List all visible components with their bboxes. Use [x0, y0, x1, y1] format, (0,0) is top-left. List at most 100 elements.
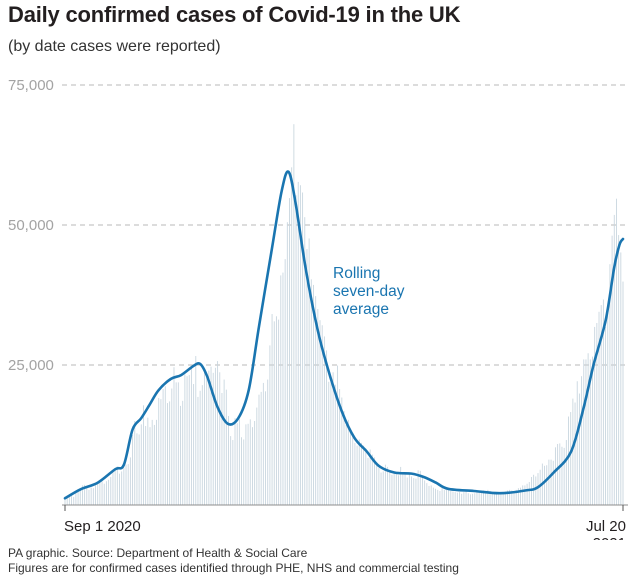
daily-bar — [147, 417, 149, 505]
daily-bar — [559, 443, 561, 505]
daily-bar — [600, 305, 602, 505]
daily-bar — [406, 477, 408, 505]
daily-bar — [360, 442, 362, 505]
daily-bar — [149, 427, 151, 505]
daily-bar — [258, 394, 260, 505]
daily-bar — [169, 401, 171, 505]
daily-bar — [347, 419, 349, 505]
daily-bar — [443, 489, 445, 505]
daily-bar — [565, 440, 567, 505]
daily-bar — [262, 382, 264, 505]
daily-bar — [463, 492, 465, 505]
daily-bar — [204, 370, 205, 505]
daily-bar — [587, 353, 589, 505]
daily-bar — [622, 281, 624, 505]
daily-bar — [605, 326, 607, 505]
daily-bar — [71, 496, 72, 505]
daily-bar — [114, 469, 116, 505]
daily-bar — [550, 459, 552, 505]
daily-cases-bars — [64, 124, 624, 506]
daily-bar — [581, 376, 583, 505]
daily-bar — [243, 439, 245, 505]
daily-bar — [598, 311, 600, 505]
daily-bar — [498, 492, 500, 505]
daily-bar — [116, 466, 118, 505]
y-tick-label: 50,000 — [8, 217, 54, 234]
y-tick-label: 25,000 — [8, 357, 54, 374]
daily-bar — [297, 181, 299, 505]
daily-bar — [343, 410, 345, 505]
daily-bar — [173, 367, 175, 505]
daily-bar — [210, 366, 212, 505]
daily-bar — [334, 384, 336, 505]
daily-bar — [371, 454, 373, 505]
daily-bar — [236, 423, 238, 505]
daily-bar — [275, 316, 277, 505]
daily-bar — [596, 323, 598, 505]
daily-bar — [428, 485, 430, 505]
daily-bar — [489, 491, 491, 505]
daily-bar — [378, 468, 380, 505]
daily-bar — [136, 433, 138, 505]
daily-bar — [156, 419, 157, 505]
daily-bar — [531, 477, 532, 505]
daily-bar — [594, 326, 596, 505]
daily-bar — [295, 195, 297, 505]
daily-bar — [223, 379, 225, 505]
daily-bar — [585, 359, 587, 505]
daily-bar — [101, 481, 103, 505]
daily-bar — [328, 381, 330, 505]
daily-bar — [515, 489, 517, 505]
daily-bar — [188, 375, 190, 505]
daily-bar — [310, 279, 312, 505]
daily-bar — [539, 469, 541, 505]
daily-bar — [162, 389, 164, 505]
daily-bar — [478, 491, 480, 505]
daily-bar — [422, 475, 423, 505]
daily-bar — [395, 474, 397, 505]
daily-bar — [332, 372, 334, 505]
daily-bar — [456, 492, 458, 505]
daily-bar — [337, 365, 338, 505]
daily-bar — [247, 423, 249, 505]
daily-bar — [119, 473, 120, 505]
daily-bar — [509, 489, 511, 505]
daily-bar — [387, 466, 389, 505]
chart-subtitle: (by date cases were reported) — [8, 38, 221, 55]
gridlines — [62, 84, 628, 366]
daily-bar — [79, 488, 81, 505]
daily-bar — [206, 376, 208, 505]
daily-bar — [454, 492, 456, 505]
daily-bar — [576, 381, 578, 505]
daily-bar — [75, 491, 77, 505]
daily-bar — [398, 475, 399, 505]
daily-bar — [208, 370, 210, 505]
daily-bar — [526, 483, 528, 505]
daily-bar — [602, 299, 604, 505]
daily-bar — [517, 488, 519, 505]
daily-bar — [232, 440, 234, 505]
daily-bar — [620, 252, 622, 505]
daily-bar — [97, 483, 99, 505]
daily-bar — [195, 356, 197, 505]
daily-bar — [578, 393, 580, 505]
daily-bar — [145, 426, 147, 505]
daily-bar — [513, 491, 515, 505]
daily-bar — [199, 390, 201, 505]
daily-bar — [221, 393, 223, 505]
daily-bar — [286, 222, 288, 505]
daily-bar — [138, 434, 140, 505]
daily-bar — [609, 264, 611, 505]
daily-bar — [99, 480, 101, 505]
daily-bar — [537, 473, 539, 505]
daily-bar — [129, 457, 131, 505]
daily-bar — [140, 424, 142, 505]
daily-bar — [304, 217, 306, 505]
daily-bar — [326, 350, 328, 505]
daily-bar — [491, 492, 493, 505]
daily-bar — [487, 489, 489, 505]
daily-bar — [465, 491, 467, 505]
daily-bar — [134, 421, 136, 505]
daily-bar — [214, 367, 216, 505]
daily-bar — [426, 483, 428, 505]
